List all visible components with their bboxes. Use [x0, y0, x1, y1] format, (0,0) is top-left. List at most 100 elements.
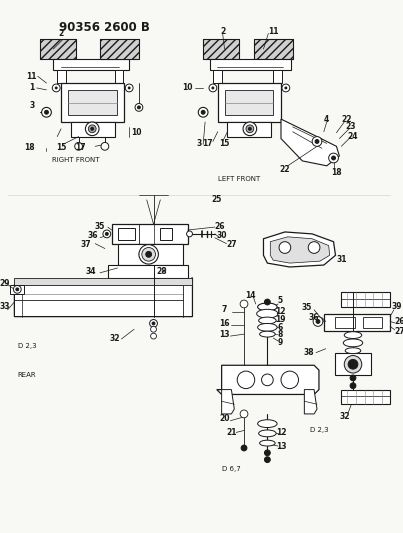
Text: 4: 4 — [324, 115, 329, 124]
Polygon shape — [61, 83, 125, 122]
Text: 25: 25 — [212, 196, 222, 204]
Circle shape — [348, 359, 358, 369]
Text: 10: 10 — [131, 128, 141, 137]
Text: 6: 6 — [277, 323, 283, 332]
Polygon shape — [210, 59, 291, 70]
Text: 31: 31 — [336, 255, 347, 264]
Circle shape — [187, 231, 193, 237]
Text: 32: 32 — [109, 335, 120, 343]
Circle shape — [264, 450, 270, 456]
Text: 17: 17 — [75, 143, 86, 152]
Text: 36: 36 — [88, 231, 98, 240]
Text: 30: 30 — [216, 231, 227, 240]
Text: 32: 32 — [340, 413, 351, 422]
Text: 13: 13 — [276, 441, 286, 450]
Polygon shape — [335, 353, 370, 375]
Text: 34: 34 — [85, 268, 96, 276]
Circle shape — [246, 125, 254, 133]
Circle shape — [264, 299, 270, 305]
Ellipse shape — [257, 309, 278, 318]
Bar — [160, 228, 172, 240]
Text: 3: 3 — [29, 101, 35, 110]
Polygon shape — [57, 70, 66, 83]
Polygon shape — [264, 232, 335, 267]
Text: D 6,7: D 6,7 — [222, 466, 241, 472]
Polygon shape — [341, 390, 390, 404]
Polygon shape — [112, 224, 187, 244]
Text: 27: 27 — [395, 327, 403, 336]
Circle shape — [350, 375, 356, 381]
Circle shape — [103, 230, 111, 238]
Polygon shape — [281, 119, 339, 166]
Text: 26: 26 — [214, 222, 225, 231]
Text: 90356 2600 B: 90356 2600 B — [59, 21, 150, 34]
Circle shape — [248, 127, 251, 130]
Text: 10: 10 — [182, 84, 193, 92]
Text: 12: 12 — [275, 307, 285, 316]
Circle shape — [151, 326, 156, 332]
Text: 2: 2 — [58, 29, 64, 38]
Circle shape — [142, 247, 156, 261]
Circle shape — [13, 286, 21, 293]
Circle shape — [16, 288, 19, 291]
Polygon shape — [108, 265, 187, 278]
Polygon shape — [53, 59, 129, 70]
Circle shape — [152, 322, 155, 325]
Text: 24: 24 — [348, 132, 358, 141]
Polygon shape — [203, 39, 239, 59]
Text: 26: 26 — [395, 317, 403, 326]
Circle shape — [316, 319, 320, 324]
Ellipse shape — [259, 430, 276, 437]
Circle shape — [55, 86, 58, 90]
Bar — [335, 317, 355, 328]
Bar — [68, 90, 116, 115]
Text: D 2,3: D 2,3 — [310, 427, 328, 433]
Circle shape — [88, 125, 96, 133]
Text: 8: 8 — [277, 329, 283, 338]
Text: 3: 3 — [197, 139, 202, 148]
Circle shape — [128, 86, 131, 90]
Circle shape — [151, 333, 156, 339]
Text: 7: 7 — [222, 305, 227, 314]
Text: 1: 1 — [29, 84, 35, 92]
Circle shape — [75, 142, 83, 150]
Circle shape — [313, 317, 323, 326]
Polygon shape — [218, 83, 281, 122]
Polygon shape — [39, 39, 76, 59]
Text: 21: 21 — [226, 428, 237, 437]
Circle shape — [125, 84, 133, 92]
Text: 23: 23 — [346, 123, 356, 131]
Text: 13: 13 — [219, 329, 230, 338]
Circle shape — [285, 86, 287, 90]
Text: 22: 22 — [341, 115, 351, 124]
Text: LEFT FRONT: LEFT FRONT — [218, 176, 260, 182]
Text: 18: 18 — [25, 143, 35, 152]
Polygon shape — [341, 292, 390, 307]
Text: 2: 2 — [220, 27, 225, 36]
Circle shape — [279, 241, 291, 253]
Text: 22: 22 — [280, 165, 290, 174]
Text: 16: 16 — [219, 319, 230, 328]
Text: 39: 39 — [392, 302, 402, 311]
Circle shape — [105, 232, 108, 236]
Ellipse shape — [260, 331, 275, 337]
Circle shape — [262, 374, 273, 386]
Text: 11: 11 — [27, 72, 37, 81]
Circle shape — [209, 84, 217, 92]
Circle shape — [240, 300, 248, 308]
Text: 12: 12 — [276, 428, 286, 437]
Circle shape — [91, 127, 93, 130]
Circle shape — [329, 153, 339, 163]
Text: 35: 35 — [301, 303, 312, 312]
Text: 20: 20 — [219, 414, 230, 423]
Text: D 2,3: D 2,3 — [18, 343, 36, 349]
Circle shape — [282, 84, 290, 92]
Polygon shape — [114, 70, 123, 83]
Circle shape — [212, 86, 214, 90]
Circle shape — [45, 110, 48, 114]
Bar — [363, 317, 382, 328]
Polygon shape — [100, 39, 139, 59]
Text: 14: 14 — [245, 290, 256, 300]
Circle shape — [264, 457, 270, 463]
Circle shape — [308, 241, 320, 253]
